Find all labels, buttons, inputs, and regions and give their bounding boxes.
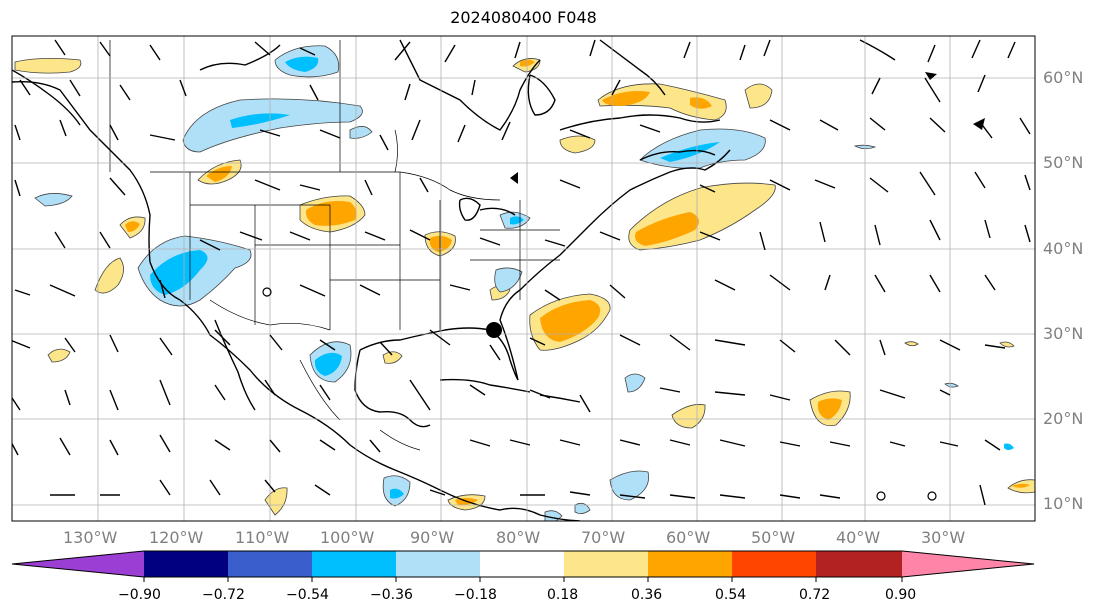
lat-label: 20°N — [1043, 409, 1084, 428]
lon-label: 70°W — [581, 528, 626, 547]
colorbar-tick-label: 0.90 — [885, 587, 917, 603]
colorbar-tick-label: −0.18 — [454, 587, 497, 603]
colorbar-tick-label: −0.72 — [202, 587, 245, 603]
lat-label: 40°N — [1043, 239, 1084, 258]
contour-fills — [14, 45, 1035, 521]
lon-label: 120°W — [149, 528, 204, 547]
colorbar-tick-label: 0.36 — [631, 587, 663, 603]
colorbar-segment — [312, 551, 396, 577]
lon-label: 130°W — [63, 528, 118, 547]
map-frame — [11, 35, 1036, 522]
lon-label: 90°W — [410, 528, 455, 547]
lon-label: 80°W — [496, 528, 541, 547]
lon-label: 40°W — [836, 528, 881, 547]
barb-circles — [262, 287, 937, 501]
colorbar-segment — [144, 551, 228, 577]
lat-label: 50°N — [1043, 153, 1084, 172]
colorbar-tick-label: 0.18 — [547, 587, 579, 603]
colorbar-segment — [480, 551, 564, 577]
pennant-flag — [510, 172, 518, 184]
colorbar — [11, 550, 1035, 582]
colorbar-segment — [396, 551, 480, 577]
pennant-flag — [973, 118, 985, 130]
colorbar-segment — [564, 551, 648, 577]
colorbar-tick-label: −0.90 — [118, 587, 161, 603]
lat-label: 10°N — [1043, 494, 1084, 513]
map-title: 2024080400 F048 — [450, 8, 597, 27]
storm-marker — [486, 322, 502, 338]
colorbar-segment — [648, 551, 732, 577]
lat-label: 30°N — [1043, 324, 1084, 343]
lon-label: 50°W — [751, 528, 796, 547]
lon-label: 110°W — [235, 528, 290, 547]
pennant-flag — [925, 72, 937, 80]
colorbar-extend-low — [12, 551, 144, 577]
lon-label: 60°W — [666, 528, 711, 547]
colorbar-tick-label: 0.54 — [715, 587, 747, 603]
lon-label: 100°W — [320, 528, 375, 547]
borders — [109, 40, 560, 451]
colorbar-segment — [816, 551, 902, 577]
colorbar-extend-high — [902, 551, 1034, 577]
lon-label: 30°W — [921, 528, 966, 547]
colorbar-segment — [732, 551, 816, 577]
colorbar-segment — [228, 551, 312, 577]
lat-label: 60°N — [1043, 68, 1084, 87]
colorbar-tick-label: −0.36 — [370, 587, 413, 603]
colorbar-tick-label: −0.54 — [286, 587, 329, 603]
grid-lines — [12, 36, 1035, 521]
colorbar-tick-label: 0.72 — [799, 587, 831, 603]
